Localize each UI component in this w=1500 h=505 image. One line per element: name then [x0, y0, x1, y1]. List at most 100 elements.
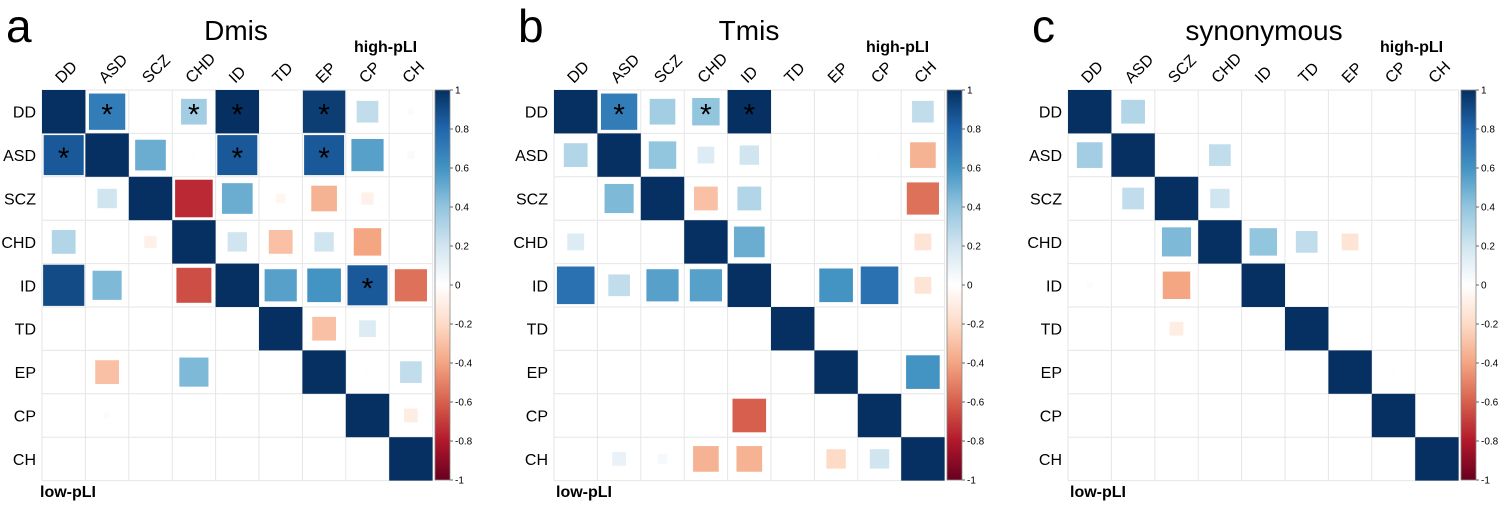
cell-DD-DD — [1068, 90, 1112, 134]
cell-CH-SCZ — [1174, 456, 1179, 462]
cell-ASD-ID — [739, 145, 760, 165]
colorbar-ticks-c: 1 0.8 0.6 0.4 0.2 0 -0.2 -0.4 -0.6 -0.8 -1 — [1460, 86, 1499, 487]
colorbar-tick-label: -0.4 — [967, 359, 985, 370]
col-label-dd: DD — [565, 58, 593, 86]
row-label-scz: SCZ — [1030, 192, 1062, 209]
cell-CH-EP — [826, 449, 846, 469]
cell-CH-CH — [389, 437, 433, 481]
cell-SCZ-EP — [311, 185, 337, 212]
col-label-td: TD — [270, 60, 297, 87]
cell-SCZ-ASD — [604, 183, 634, 214]
cell-CHD-CP — [353, 228, 382, 256]
cell-ASD-CHD — [1209, 144, 1231, 166]
cell-EP-ASD — [95, 360, 119, 384]
cell-CHD-SCZ — [144, 235, 157, 249]
cell-CH-CHD — [693, 446, 719, 472]
row-label-cp: CP — [1040, 409, 1062, 426]
low-pli-label-b: low-pLI — [556, 484, 612, 501]
colorbar-tick-label: 0.4 — [455, 203, 469, 214]
colorbar-tick-label: -0.6 — [455, 398, 473, 409]
cell-CP-CH — [920, 413, 926, 418]
cell-DD-ASD — [600, 93, 638, 130]
cell-CHD-ID — [733, 226, 765, 258]
colorbar-tick-label: 0.4 — [967, 203, 981, 214]
cell-ID-CP — [860, 266, 899, 305]
row-label-asd: ASD — [515, 148, 548, 165]
row-label-ch: CH — [525, 452, 548, 469]
row-label-dd: DD — [1039, 105, 1062, 122]
significance-marker: * — [700, 99, 712, 132]
cell-ASD-ASD — [85, 133, 129, 177]
cell-CHD-EP — [1341, 233, 1359, 251]
col-label-ep: EP — [313, 60, 340, 87]
cell-CH-SCZ — [657, 454, 668, 464]
cell-CP-CH — [404, 408, 418, 423]
cell-ID-ID — [215, 263, 259, 307]
row-label-chd: CHD — [1027, 235, 1062, 252]
cell-DD-ASD — [88, 93, 126, 130]
cell-CHD-CH — [914, 233, 932, 251]
cell-SCZ-SCZ — [1154, 176, 1199, 221]
cell-SCZ-ASD — [97, 188, 117, 209]
significance-marker: * — [318, 99, 330, 132]
cell-TD-TD — [259, 307, 303, 351]
cell-DD-CP — [356, 100, 379, 123]
cell-ID-ID — [1241, 263, 1285, 307]
cell-SCZ-CHD — [1210, 188, 1230, 209]
colorbar-tick-label: 0.2 — [1481, 242, 1495, 253]
col-label-ep: EP — [825, 60, 852, 87]
col-label-scz: SCZ — [1165, 52, 1200, 87]
colorbar-ticks-a: 1 0.8 0.6 0.4 0.2 0 -0.2 -0.4 -0.6 -0.8 -1 — [434, 86, 473, 487]
colorbar-b — [947, 90, 962, 480]
cell-CP-CP — [345, 393, 390, 438]
cell-CHD-SCZ — [1161, 227, 1192, 257]
col-label-dd: DD — [1079, 58, 1107, 86]
cell-ID-CP — [347, 265, 388, 306]
cell-TD-CP — [359, 320, 376, 338]
col-label-td: TD — [782, 60, 809, 87]
significance-marker: * — [743, 99, 755, 132]
col-label-asd: ASD — [96, 52, 131, 87]
cell-CHD-DD — [51, 230, 76, 254]
cell-CHD-DD — [567, 233, 585, 251]
col-label-asd: ASD — [608, 52, 643, 87]
cell-ASD-ID — [217, 135, 258, 176]
cell-SCZ-SCZ — [128, 176, 173, 221]
cell-ASD-ASD — [1111, 133, 1155, 177]
cell-SCZ-CHD — [175, 179, 213, 218]
row-label-id: ID — [20, 278, 36, 295]
cell-TD-TD — [771, 307, 815, 351]
cell-CHD-CHD — [172, 220, 216, 264]
cell-ID-DD — [556, 266, 595, 305]
colorbar-tick-label: 0.8 — [967, 125, 981, 136]
cell-ASD-DD — [563, 143, 588, 167]
cell-SCZ-ASD — [1122, 187, 1144, 210]
significance-marker: * — [613, 99, 625, 132]
row-label-ep: EP — [1041, 365, 1062, 382]
colorbar-tick-label: 0.2 — [967, 242, 981, 253]
cell-ASD-CH — [407, 151, 415, 159]
row-label-id: ID — [1046, 278, 1062, 295]
cell-CH-ASD — [612, 452, 626, 466]
low-pli-label-a: low-pLI — [40, 484, 96, 501]
cell-EP-CP — [365, 369, 370, 375]
cell-DD-DD — [554, 90, 598, 134]
cell-ID-ASD — [92, 270, 122, 300]
row-label-ep: EP — [527, 365, 548, 382]
cell-CP-CP — [857, 393, 902, 438]
row-label-cp: CP — [526, 409, 548, 426]
colorbar-tick-label: -1 — [455, 476, 464, 487]
col-label-ch: CH — [912, 58, 940, 86]
cell-ASD-CP — [351, 139, 384, 172]
row-label-td: TD — [1041, 322, 1062, 339]
significance-marker: * — [101, 99, 113, 132]
cell-EP-CHD — [179, 357, 209, 387]
panel-b: b Tmis high-pLI low-pLI * * *DDASDSCZCHDID… — [513, 0, 984, 501]
panel-title-a: Dmis — [204, 15, 268, 46]
col-label-chd: CHD — [183, 50, 220, 87]
cell-ASD-DD — [1076, 142, 1103, 168]
cell-EP-CP — [1391, 369, 1396, 375]
significance-marker: * — [362, 272, 374, 305]
